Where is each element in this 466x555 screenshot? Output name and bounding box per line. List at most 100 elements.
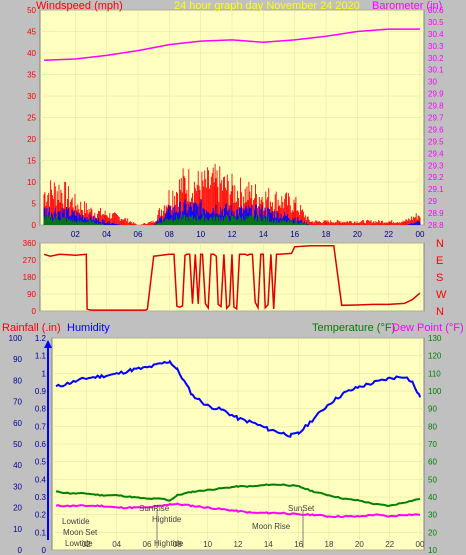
barometer-tick: 29.2 xyxy=(428,173,444,182)
temp-x-tick: 06 xyxy=(143,540,152,549)
annotation-lowtide-2: Lowtide xyxy=(65,539,93,548)
windspeed-tick: 40 xyxy=(27,49,36,58)
rainfall-tick: 1.1 xyxy=(35,352,47,361)
rainfall-tick: 0.2 xyxy=(35,511,47,520)
temp-x-tick: 08 xyxy=(173,540,182,549)
windspeed-tick: 5 xyxy=(32,200,37,209)
rainfall-axis-label: Rainfall (.in) xyxy=(2,322,61,334)
rain-axis-arrow xyxy=(44,340,52,348)
temperature-tick: 50 xyxy=(428,475,437,484)
humidity-tick: 60 xyxy=(13,419,22,428)
barometer-tick: 30.1 xyxy=(428,66,444,75)
temperature-tick: 90 xyxy=(428,405,437,414)
barometer-tick: 29.8 xyxy=(428,102,444,111)
humidity-tick: 80 xyxy=(13,376,22,385)
humidity-tick: 20 xyxy=(13,504,22,513)
wind-x-tick: 14 xyxy=(259,230,268,239)
barometer-tick: 30.6 xyxy=(428,6,444,15)
wind-x-tick: 10 xyxy=(196,230,205,239)
humidity-tick: 0 xyxy=(18,546,23,555)
temperature-tick: 10 xyxy=(428,546,437,555)
humidity-tick: 30 xyxy=(13,482,22,491)
temp-x-tick: 02 xyxy=(82,540,91,549)
barometer-tick: 29.3 xyxy=(428,161,444,170)
temp-x-tick: 04 xyxy=(112,540,121,549)
barometer-tick: 29 xyxy=(428,197,437,206)
temp-x-tick: 18 xyxy=(325,540,334,549)
wind-x-tick: 12 xyxy=(228,230,237,239)
barometer-tick: 30.5 xyxy=(428,18,444,27)
rainfall-tick: 0.9 xyxy=(35,387,47,396)
barometer-axis-label: Barometer (in) xyxy=(372,0,442,12)
temperature-tick-labels: 10 20 30 40 50 60 70 80 90 100 110 120 130 xyxy=(428,334,442,555)
temperature-tick: 20 xyxy=(428,528,437,537)
humidity-axis-label: Humidity xyxy=(67,322,110,334)
annotation-moonrise: Moon Rise xyxy=(252,522,291,531)
humidity-tick-labels: 0 10 20 30 40 50 60 70 80 90 100 xyxy=(9,334,23,555)
windspeed-tick: 25 xyxy=(27,114,36,123)
barometer-tick: 29.4 xyxy=(428,149,444,158)
temp-gridlines xyxy=(52,337,424,551)
temperature-tick: 110 xyxy=(428,369,441,378)
barometer-tick: 29.1 xyxy=(428,185,444,194)
barometer-tick: 29.7 xyxy=(428,114,444,123)
rainfall-tick: 1.2 xyxy=(35,334,47,343)
rainfall-tick: 0.7 xyxy=(35,422,47,431)
barometer-tick: 28.8 xyxy=(428,221,444,230)
windspeed-tick: 30 xyxy=(27,92,36,101)
rainfall-tick: 0.8 xyxy=(35,405,47,414)
temp-x-tick: 10 xyxy=(203,540,212,549)
compass-label: N xyxy=(436,238,444,250)
annotation-sunrise: SunRise xyxy=(139,504,170,513)
windspeed-tick: 20 xyxy=(27,135,36,144)
humidity-line xyxy=(55,359,421,438)
annotation-hightide-1: Hightide xyxy=(152,515,182,524)
humidity-tick: 10 xyxy=(13,525,22,534)
barometer-line xyxy=(43,28,420,61)
direction-tick: 90 xyxy=(27,290,36,299)
barometer-tick: 30.4 xyxy=(428,30,444,39)
wind-bars xyxy=(43,163,421,225)
windspeed-axis-label: Windspeed (mph) xyxy=(36,0,123,12)
windspeed-tick: 35 xyxy=(27,71,36,80)
barometer-tick: 30.3 xyxy=(428,42,444,51)
chart-title: 24 hour graph day November 24 2020 xyxy=(174,0,360,12)
windspeed-tick: 15 xyxy=(27,157,36,166)
compass-label: W xyxy=(436,289,447,301)
annotation-sunset: SunSet xyxy=(288,504,315,513)
direction-tick: 180 xyxy=(23,273,37,282)
compass-label: E xyxy=(436,255,443,267)
annotation-lowtide-1: Lowtide xyxy=(62,517,90,526)
direction-tick-labels: 0 90 180 270 360 xyxy=(23,239,37,316)
humidity-tick: 40 xyxy=(13,461,22,470)
rainfall-tick: 0.4 xyxy=(35,475,47,484)
wind-x-tick: 22 xyxy=(384,230,393,239)
barometer-tick-labels: 28.8 28.9 29 29.1 29.2 29.3 29.4 29.5 29.6 29.7 29… xyxy=(428,6,444,230)
windspeed-tick: 50 xyxy=(27,6,36,15)
direction-tick: 360 xyxy=(23,239,37,248)
wind-x-tick: 04 xyxy=(102,230,111,239)
temperature-line xyxy=(56,483,421,508)
windspeed-tick-labels: 0 5 10 15 20 25 30 35 40 45 50 xyxy=(27,6,36,230)
compass-label: S xyxy=(436,272,443,284)
windspeed-tick: 0 xyxy=(32,221,37,230)
temperature-tick: 80 xyxy=(428,422,437,431)
barometer-tick: 29.5 xyxy=(428,137,444,146)
rainfall-tick: 0.5 xyxy=(35,458,47,467)
wind-x-tick-labels: 02 04 06 08 10 12 14 16 18 20 22 00 xyxy=(71,230,425,239)
wind-x-tick: 20 xyxy=(353,230,362,239)
temperature-tick: 40 xyxy=(428,493,437,502)
temp-x-tick: 00 xyxy=(416,540,425,549)
temperature-tick: 130 xyxy=(428,334,442,343)
humidity-tick: 90 xyxy=(13,355,22,364)
temp-x-tick: 20 xyxy=(355,540,364,549)
compass-label: N xyxy=(436,306,444,318)
wind-x-tick: 00 xyxy=(416,230,425,239)
barometer-tick: 30.2 xyxy=(428,54,444,63)
temperature-axis-label: Temperature (°F) xyxy=(312,322,395,334)
barometer-tick: 30 xyxy=(428,78,437,87)
temperature-tick: 60 xyxy=(428,458,437,467)
temperature-tick: 100 xyxy=(428,387,442,396)
